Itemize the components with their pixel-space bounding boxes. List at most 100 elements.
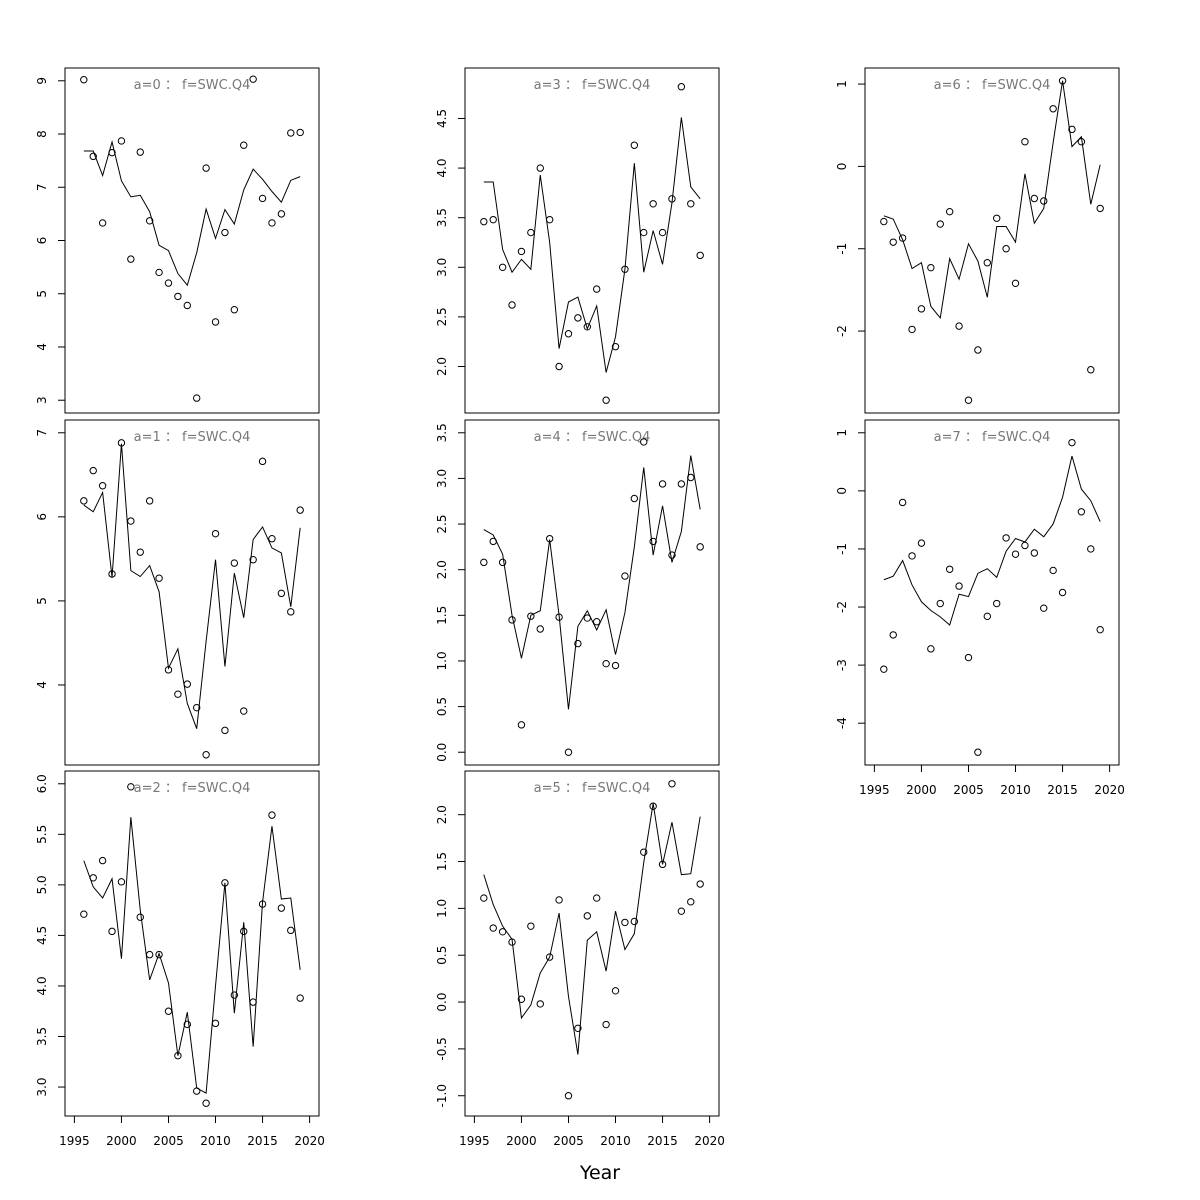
y-tick-label: -4 <box>835 717 849 729</box>
data-point <box>1096 625 1104 634</box>
y-tick-label: 1.0 <box>435 651 449 670</box>
data-point <box>296 994 304 1002</box>
data-point <box>964 653 973 662</box>
panel-title: a=4 ： f=SWC.Q4 <box>534 430 651 445</box>
data-point <box>621 918 629 927</box>
y-tick-label: 4 <box>35 681 49 689</box>
data-point <box>917 539 926 547</box>
data-point <box>136 148 144 156</box>
x-tick-label: 2015 <box>1047 783 1078 797</box>
y-tick-label: 2.0 <box>435 357 449 376</box>
data-point <box>983 259 991 267</box>
data-point <box>145 497 154 505</box>
data-point <box>696 251 704 260</box>
data-point <box>555 613 563 621</box>
data-point <box>1077 138 1086 146</box>
data-point <box>1002 534 1010 542</box>
data-point <box>974 346 982 354</box>
data-point <box>108 148 116 157</box>
data-point <box>89 152 97 161</box>
data-point <box>277 589 286 598</box>
data-point <box>145 217 154 225</box>
data-point <box>108 570 116 578</box>
data-point <box>593 285 601 293</box>
y-tick-label: 0 <box>835 163 849 171</box>
data-point <box>164 279 173 287</box>
data-point <box>155 574 163 582</box>
y-tick-label: 1.5 <box>435 606 449 625</box>
panel-frame <box>464 770 720 1117</box>
x-tick-label: 2010 <box>600 1134 631 1148</box>
data-point <box>98 482 107 490</box>
data-point <box>545 215 554 224</box>
data-point <box>296 506 304 514</box>
data-point <box>908 552 916 560</box>
data-point <box>583 323 591 331</box>
data-point <box>108 927 116 936</box>
data-point <box>536 625 544 633</box>
data-point <box>136 913 144 921</box>
data-point <box>696 543 704 551</box>
data-point <box>221 228 229 237</box>
y-tick-label: 4 <box>35 343 49 351</box>
data-point <box>1068 125 1076 134</box>
x-tick-label: 2005 <box>153 1134 184 1148</box>
data-point <box>574 314 582 322</box>
figure-xlabel: Year <box>579 1162 620 1184</box>
fitted-line <box>883 455 1101 626</box>
data-point <box>89 466 97 475</box>
y-tick-label: 4.5 <box>35 926 49 945</box>
x-tick-label: 2010 <box>200 1134 231 1148</box>
data-point <box>1040 604 1048 612</box>
panel-title: a=1 ： f=SWC.Q4 <box>134 430 251 445</box>
fitted-line <box>883 80 1101 320</box>
y-tick-label: 6 <box>35 237 49 245</box>
data-point <box>649 802 657 810</box>
data-point <box>489 924 497 932</box>
panel-frame <box>464 67 720 414</box>
data-point <box>221 879 229 887</box>
data-point <box>174 292 182 301</box>
data-point <box>498 928 507 936</box>
data-point <box>517 247 526 256</box>
data-point <box>89 874 97 882</box>
y-tick-label: -3 <box>835 659 849 671</box>
panel-title: a=7 ： f=SWC.Q4 <box>934 430 1051 445</box>
y-tick-label: 5.0 <box>35 875 49 894</box>
data-point <box>127 783 135 791</box>
x-tick-label: 2020 <box>294 1134 325 1148</box>
data-point <box>527 922 535 930</box>
y-tick-label: 0.5 <box>435 946 449 965</box>
y-tick-label: 0 <box>835 487 849 495</box>
data-point <box>183 680 191 688</box>
data-point <box>508 616 516 624</box>
data-point <box>211 1019 220 1028</box>
data-point <box>193 1087 201 1095</box>
data-point <box>889 631 897 639</box>
data-point <box>498 263 507 271</box>
data-point <box>611 661 620 670</box>
panel-frame <box>464 419 720 766</box>
data-point <box>117 878 126 886</box>
data-point <box>508 301 516 309</box>
y-tick-label: 2.0 <box>435 560 449 579</box>
data-point <box>489 537 497 546</box>
data-point <box>240 707 248 715</box>
panel-frame <box>64 67 320 414</box>
data-point <box>517 995 526 1003</box>
x-tick-label: 1995 <box>859 783 890 797</box>
y-tick-label: 0.0 <box>435 743 449 762</box>
data-point <box>658 228 667 237</box>
data-point <box>1096 204 1104 213</box>
x-tick-label: 2015 <box>247 1134 278 1148</box>
fitted-line <box>83 443 301 729</box>
panel-title: a=3 ： f=SWC.Q4 <box>534 78 651 93</box>
data-point <box>611 987 620 995</box>
y-tick-label: -1 <box>835 243 849 255</box>
panel-5: a=5 ： f=SWC.Q4 -1.0 -0.5 0.0 0.5 1.0 1.5 2.0 199… <box>435 770 725 1148</box>
y-tick-label: 7 <box>35 429 49 437</box>
y-tick-label: 3.5 <box>435 208 449 227</box>
data-point <box>1087 545 1095 553</box>
data-point <box>258 900 267 908</box>
data-point <box>498 558 507 567</box>
